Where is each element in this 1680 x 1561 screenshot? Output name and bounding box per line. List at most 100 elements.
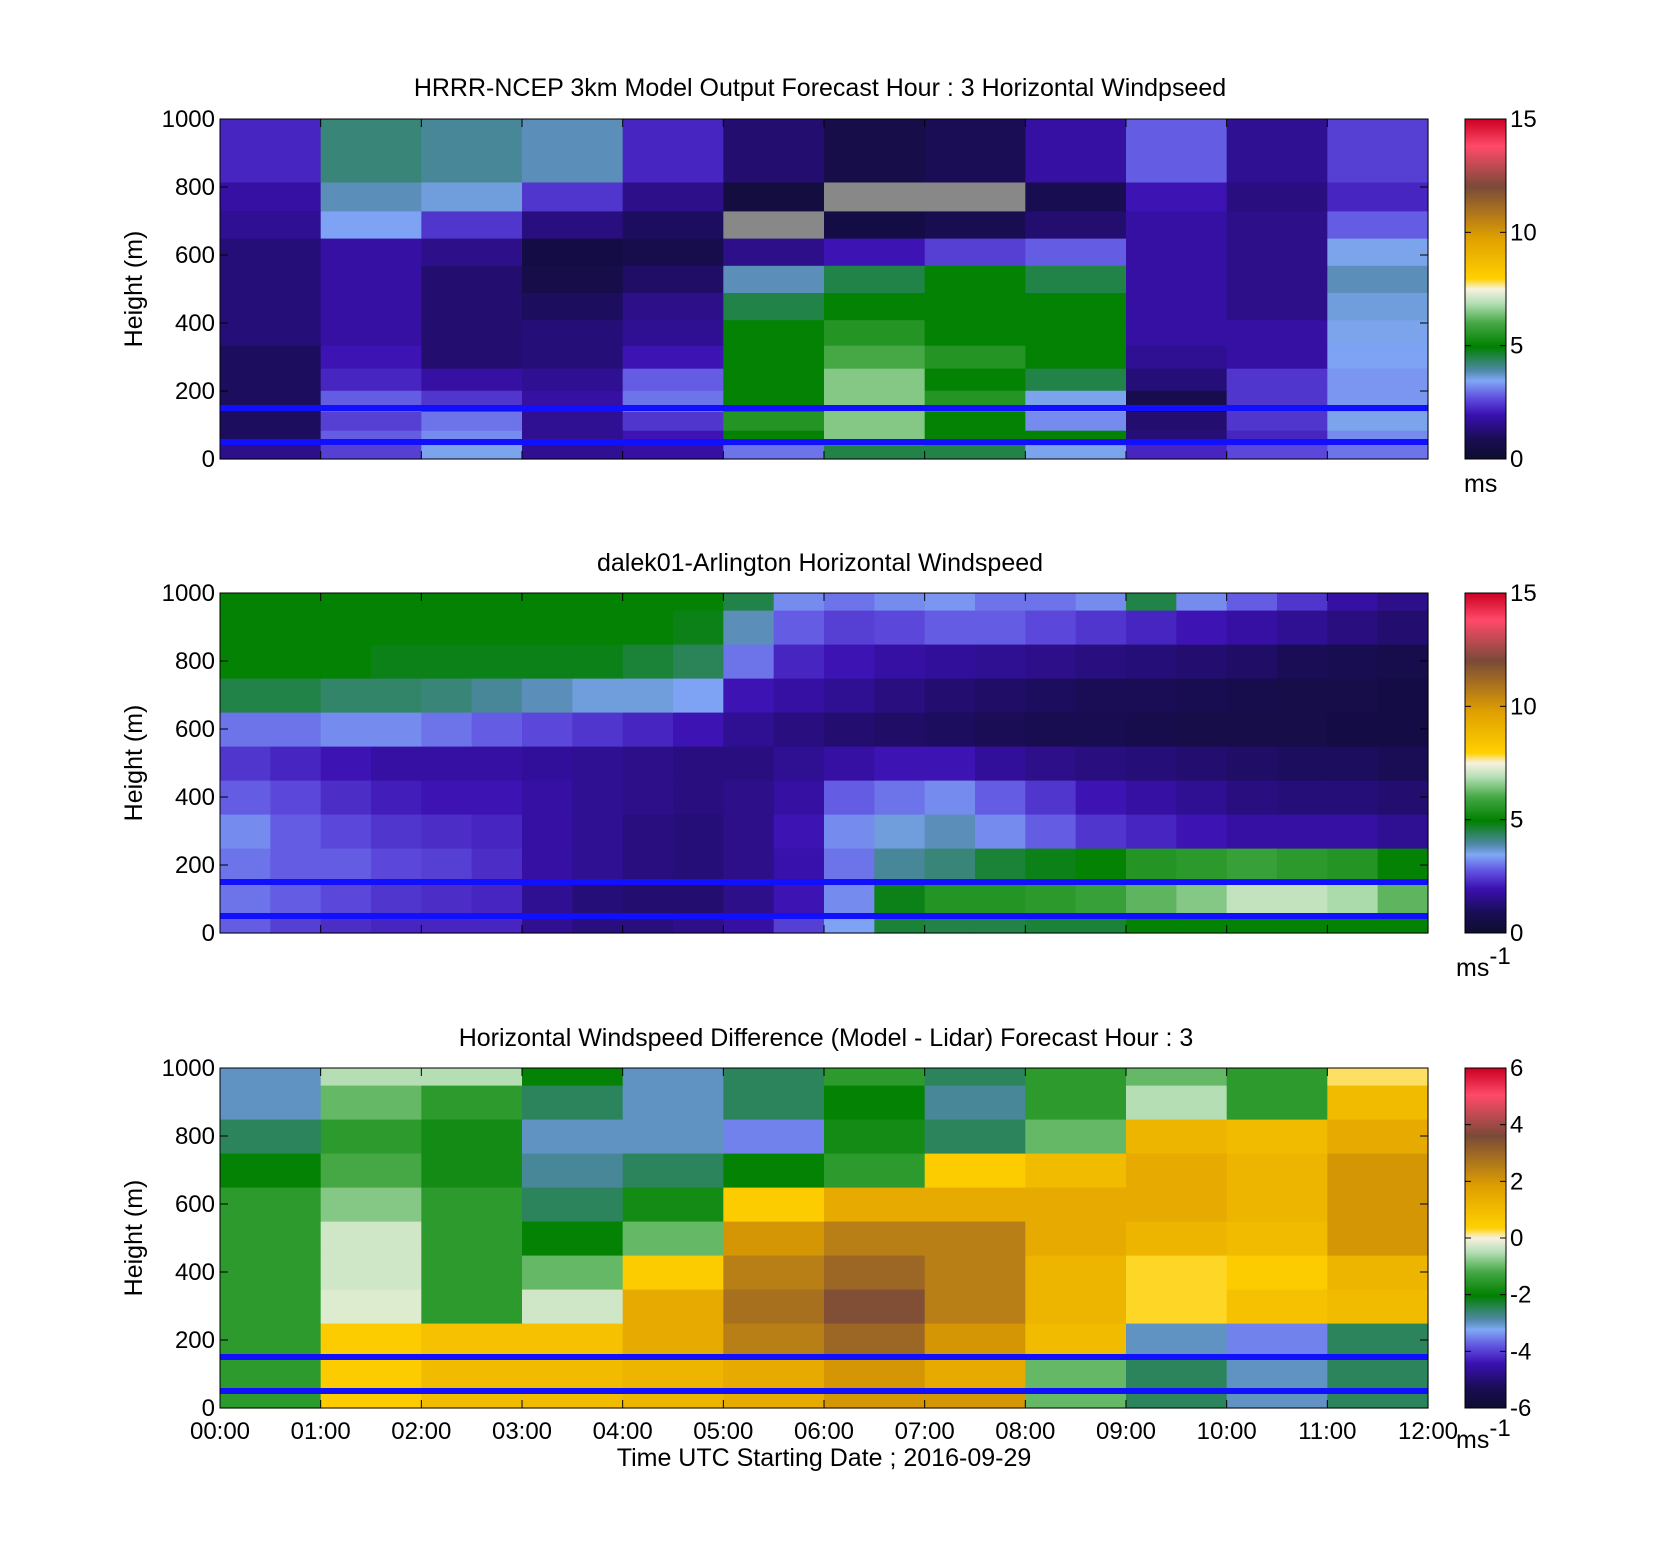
heatmap-cell: [673, 916, 724, 934]
heatmap-cell: [824, 1323, 926, 1358]
heatmap-cell: [522, 181, 624, 212]
heatmap-cell: [622, 265, 724, 293]
colorbar-unit: ms-1: [1456, 1415, 1511, 1454]
heatmap-cell: [1226, 119, 1328, 152]
heatmap-cell: [1025, 678, 1077, 713]
heatmap-cell: [220, 1289, 322, 1324]
heatmap-cell: [874, 593, 926, 611]
heatmap-cell: [421, 151, 523, 183]
heatmap-cell: [1025, 644, 1077, 679]
heatmap-cell: [270, 644, 322, 679]
x-tick-label: 10:00: [1197, 1418, 1257, 1445]
heatmap-cell: [220, 444, 322, 460]
heatmap-cell: [220, 1187, 322, 1222]
heatmap-cell: [320, 119, 422, 152]
heatmap-cell: [1327, 746, 1379, 781]
heatmap-cell: [1226, 848, 1278, 883]
heatmap-cell: [1025, 265, 1127, 293]
heatmap-cell: [824, 916, 875, 934]
heatmap-cell: [1025, 1289, 1127, 1324]
heatmap-cell: [1327, 210, 1429, 239]
heatmap-cell: [522, 848, 573, 883]
heatmap-cell: [1126, 712, 1177, 747]
heatmap-cell: [220, 292, 322, 321]
heatmap-cell: [270, 746, 322, 781]
heatmap-cell: [1226, 319, 1328, 346]
heatmap-cell: [673, 712, 724, 747]
heatmap-cell: [824, 151, 926, 183]
heatmap-cell: [673, 644, 724, 679]
x-axis-label: Time UTC Starting Date ; 2016-09-29: [617, 1444, 1032, 1472]
heatmap-cell: [320, 678, 372, 713]
heatmap-cell: [1126, 1119, 1228, 1154]
heatmap-cell: [1226, 916, 1278, 934]
heatmap-cell: [572, 678, 624, 713]
heatmap-cell: [824, 678, 875, 713]
heatmap-cell: [220, 411, 322, 431]
heatmap-cell: [522, 1357, 624, 1392]
heatmap-cell: [471, 780, 523, 815]
heatmap-cell: [1025, 1221, 1127, 1256]
heatmap-cell: [924, 1068, 1026, 1086]
heatmap-cell: [1025, 292, 1127, 321]
heatmap-cell: [1126, 593, 1177, 611]
heatmap-cell: [471, 916, 523, 934]
heatmap-cell: [723, 882, 775, 917]
heatmap-cell: [1126, 151, 1228, 183]
heatmap-cell: [723, 444, 825, 460]
heatmap-cell: [924, 119, 1026, 152]
heatmap-cell: [1025, 151, 1127, 183]
heatmap-cell: [421, 780, 473, 815]
y-tick-label: 1000: [162, 106, 215, 133]
heatmap-cell: [371, 712, 422, 747]
heatmap-cell: [824, 644, 875, 679]
heatmap-cell: [723, 916, 775, 934]
heatmap-cell: [1126, 814, 1177, 849]
heatmap-cell: [1025, 746, 1077, 781]
heatmap-cell: [723, 151, 825, 183]
heatmap-cell: [824, 319, 926, 346]
heatmap-cell: [270, 678, 322, 713]
heatmap-cell: [874, 746, 926, 781]
heatmap-cell: [622, 1323, 724, 1358]
heatmap-cell: [220, 610, 271, 645]
heatmap-cell: [421, 593, 473, 611]
heatmap-cell: [522, 444, 624, 460]
heatmap-cell: [1025, 610, 1077, 645]
heatmap-cell: [320, 916, 372, 934]
heatmap-cell: [824, 1221, 926, 1256]
heatmap-cell: [1226, 1391, 1328, 1409]
heatmap-cell: [924, 1085, 1026, 1120]
colorbar-scale: [1464, 592, 1507, 934]
heatmap-cell: [270, 814, 322, 849]
heatmap-cell: [824, 780, 875, 815]
heatmap-cell: [673, 814, 724, 849]
heatmap-cell: [320, 882, 372, 917]
colorbar-tick-label: 0: [1510, 446, 1523, 473]
heatmap-cell: [421, 1289, 523, 1324]
heatmap-cell: [522, 1323, 624, 1358]
heatmap-cell: [421, 1119, 523, 1154]
heatmap-cell: [975, 712, 1026, 747]
heatmap-cell: [1126, 1323, 1228, 1358]
heatmap-cell: [673, 780, 724, 815]
heatmap-cell: [1126, 1357, 1228, 1392]
heatmap-cell: [1025, 814, 1077, 849]
heatmap-cell: [522, 119, 624, 152]
heatmap-cell: [622, 319, 724, 346]
heatmap-cell: [220, 780, 271, 815]
heatmap-cell: [723, 345, 825, 369]
heatmap-cell: [522, 1221, 624, 1256]
heatmap-cell: [220, 265, 322, 293]
heatmap-cell: [1327, 444, 1429, 460]
heatmap-cell: [1126, 1068, 1228, 1086]
heatmap-cell: [924, 1323, 1026, 1358]
heatmap-cell: [723, 780, 775, 815]
heatmap-cell: [824, 1119, 926, 1154]
heatmap-cell: [622, 1153, 724, 1188]
heatmap-cell: [824, 746, 875, 781]
heatmap-cell: [924, 1119, 1026, 1154]
heatmap-cell: [1277, 610, 1328, 645]
heatmap-cell: [1126, 319, 1228, 346]
heatmap-cell: [522, 210, 624, 239]
